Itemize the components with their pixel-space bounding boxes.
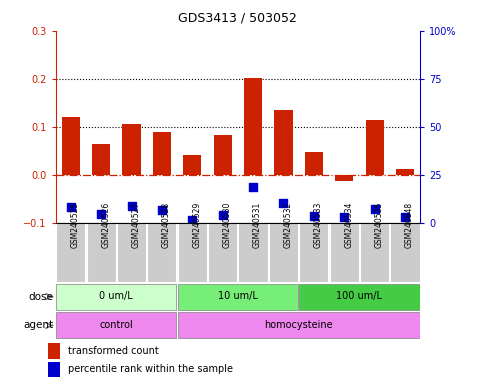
Text: GDS3413 / 503052: GDS3413 / 503052	[178, 12, 298, 25]
Bar	[56, 313, 176, 338]
Point	[67, 204, 74, 210]
Text: GSM240528: GSM240528	[162, 202, 171, 248]
Bar	[56, 284, 176, 310]
Bar	[274, 110, 293, 175]
Bar	[299, 284, 420, 310]
Bar	[122, 124, 141, 175]
Text: GSM240531: GSM240531	[253, 201, 262, 248]
Bar	[244, 78, 262, 175]
Bar	[330, 223, 359, 282]
Bar	[48, 362, 60, 377]
Text: GSM240529: GSM240529	[192, 201, 201, 248]
Bar	[305, 152, 323, 175]
Text: 0 um/L: 0 um/L	[99, 291, 133, 301]
Point	[371, 206, 379, 212]
Bar	[299, 223, 328, 282]
Bar	[178, 223, 207, 282]
Bar	[335, 175, 354, 181]
Text: 100 um/L: 100 um/L	[337, 291, 383, 301]
Bar	[269, 223, 298, 282]
Bar	[396, 169, 414, 175]
Text: agent: agent	[23, 320, 53, 331]
Bar	[92, 144, 110, 175]
Point	[158, 207, 166, 213]
Bar	[360, 223, 389, 282]
Text: GSM240525: GSM240525	[71, 201, 80, 248]
Bar	[178, 313, 420, 338]
Point	[188, 217, 196, 223]
Text: GSM240535: GSM240535	[375, 201, 384, 248]
Text: GSM240532: GSM240532	[284, 201, 293, 248]
Bar	[183, 154, 201, 175]
Bar	[239, 223, 268, 282]
Bar	[56, 223, 85, 282]
Text: GSM240530: GSM240530	[223, 201, 232, 248]
Text: 10 um/L: 10 um/L	[218, 291, 258, 301]
Text: percentile rank within the sample: percentile rank within the sample	[68, 364, 233, 374]
Bar	[147, 223, 176, 282]
Text: GSM240848: GSM240848	[405, 202, 414, 248]
Bar	[48, 343, 60, 359]
Bar	[366, 119, 384, 175]
Bar	[117, 223, 146, 282]
Point	[280, 200, 287, 206]
Bar	[86, 223, 116, 282]
Bar	[62, 117, 80, 175]
Text: GSM240534: GSM240534	[344, 201, 353, 248]
Bar	[213, 135, 232, 175]
Text: control: control	[99, 320, 133, 330]
Text: dose: dose	[28, 291, 53, 302]
Point	[249, 184, 257, 190]
Point	[401, 214, 409, 220]
Text: transformed count: transformed count	[68, 346, 158, 356]
Bar	[178, 284, 298, 310]
Bar	[208, 223, 237, 282]
Text: GSM240533: GSM240533	[314, 201, 323, 248]
Text: GSM240527: GSM240527	[131, 201, 141, 248]
Point	[310, 214, 318, 220]
Point	[128, 203, 135, 209]
Text: homocysteine: homocysteine	[264, 320, 333, 330]
Bar	[390, 223, 420, 282]
Point	[341, 214, 348, 220]
Bar	[153, 132, 171, 175]
Point	[97, 211, 105, 217]
Point	[219, 212, 227, 218]
Text: GSM240526: GSM240526	[101, 201, 110, 248]
